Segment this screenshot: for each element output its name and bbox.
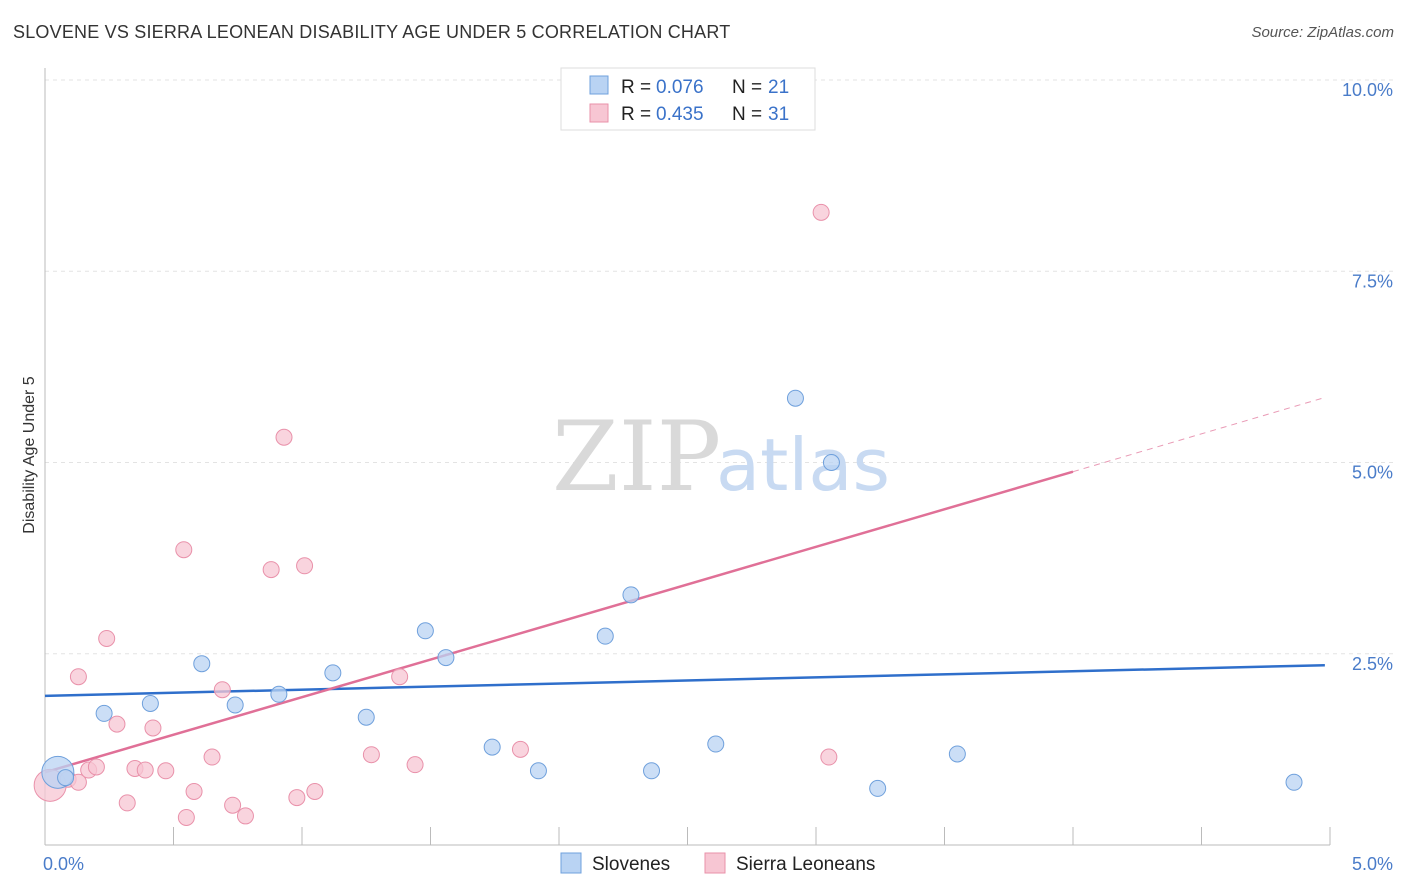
data-point-slovenes [529, 762, 547, 780]
data-point-sierra-leoneans [812, 203, 830, 221]
chart-title: SLOVENE VS SIERRA LEONEAN DISABILITY AGE… [13, 22, 731, 42]
trend-line-sierra-leoneans [44, 470, 1074, 774]
data-point-slovenes [416, 622, 434, 640]
legend-swatch-slovenes [589, 75, 609, 95]
data-point-sierra-leoneans [157, 762, 175, 780]
legend-bottom-swatch-slovenes [560, 852, 582, 874]
x-tick-label: 0.0% [43, 854, 84, 874]
y-tick-label: 7.5% [1352, 271, 1393, 291]
data-point-sierra-leoneans [275, 428, 293, 446]
data-point-slovenes [822, 454, 840, 471]
data-point-sierra-leoneans [87, 758, 105, 776]
y-tick-label: 10.0% [1342, 80, 1393, 100]
data-point-sierra-leoneans [98, 629, 116, 647]
data-point-sierra-leoneans [820, 748, 838, 766]
data-point-slovenes [193, 655, 211, 673]
data-point-sierra-leoneans [406, 756, 424, 774]
legend-r-label: R = [621, 104, 651, 125]
data-points [33, 203, 1303, 826]
data-point-slovenes [324, 664, 342, 682]
y-tick-label: 5.0% [1352, 463, 1393, 483]
data-point-sierra-leoneans [224, 796, 242, 814]
y-axis-label: Disability Age Under 5 [21, 376, 38, 534]
source-label: Source: ZipAtlas.com [1251, 24, 1394, 41]
data-point-slovenes [622, 586, 640, 604]
data-point-slovenes [357, 708, 375, 726]
legend-bottom-label-slovenes: Slovenes [592, 854, 670, 875]
data-point-slovenes [141, 694, 159, 712]
data-point-sierra-leoneans [288, 789, 306, 807]
data-point-sierra-leoneans [391, 668, 409, 686]
tick-labels: 2.5% 5.0% 7.5% 10.0% 0.0% 5.0% [43, 80, 1393, 874]
data-point-slovenes [226, 696, 244, 714]
data-point-slovenes [869, 779, 887, 797]
x-tick-label: 5.0% [1352, 854, 1393, 874]
data-point-slovenes [57, 769, 75, 787]
data-point-sierra-leoneans [306, 782, 324, 800]
legend-r-value: 0.076 [656, 77, 704, 98]
data-point-sierra-leoneans [69, 668, 87, 686]
data-point-sierra-leoneans [236, 807, 254, 825]
trend-lines [44, 396, 1326, 774]
data-point-slovenes [437, 649, 455, 667]
watermark: ZIP atlas [552, 401, 890, 513]
legend-swatch-sierra-leoneans [589, 103, 609, 123]
y-tick-label: 2.5% [1352, 654, 1393, 674]
data-point-sierra-leoneans [144, 719, 162, 737]
legend-r-label: R = [621, 77, 651, 98]
legend-n-label: N = [732, 77, 762, 98]
grid-lines [45, 79, 1395, 655]
legend-n-value: 21 [768, 77, 789, 98]
watermark-atlas: atlas [716, 423, 890, 507]
data-point-sierra-leoneans [177, 808, 195, 826]
data-point-slovenes [707, 735, 725, 753]
trend-line-sierra-leoneans-extension [1072, 396, 1326, 473]
legend-n-value: 31 [768, 104, 789, 125]
data-point-slovenes [1285, 773, 1303, 791]
data-point-slovenes [948, 745, 966, 763]
data-point-slovenes [483, 738, 501, 756]
legend-bottom-swatch-sierra-leoneans [704, 852, 726, 874]
legend-top: R = 0.076 N = 21 R = 0.435 N = 31 [560, 67, 816, 131]
trend-line-slovenes [44, 663, 1325, 698]
legend-r-value: 0.435 [656, 104, 704, 125]
legend-bottom: Slovenes Sierra Leoneans [560, 852, 875, 875]
axes [44, 68, 1331, 846]
data-point-sierra-leoneans [511, 740, 529, 758]
data-point-slovenes [786, 389, 804, 407]
data-point-sierra-leoneans [185, 782, 203, 800]
data-point-slovenes [95, 704, 113, 722]
data-point-sierra-leoneans [118, 794, 136, 812]
data-point-sierra-leoneans [362, 746, 380, 764]
data-point-slovenes [596, 627, 614, 645]
legend-bottom-label-sierra-leoneans: Sierra Leoneans [736, 854, 875, 875]
watermark-zip: ZIP [552, 401, 721, 513]
data-point-sierra-leoneans [108, 715, 126, 733]
data-point-sierra-leoneans [136, 761, 154, 779]
data-point-sierra-leoneans [262, 561, 280, 579]
data-point-slovenes [270, 685, 288, 703]
legend-n-label: N = [732, 104, 762, 125]
data-point-slovenes [643, 762, 661, 780]
data-point-sierra-leoneans [213, 681, 231, 699]
data-point-sierra-leoneans [296, 557, 314, 575]
data-point-sierra-leoneans [203, 748, 221, 766]
data-point-sierra-leoneans [175, 541, 193, 559]
